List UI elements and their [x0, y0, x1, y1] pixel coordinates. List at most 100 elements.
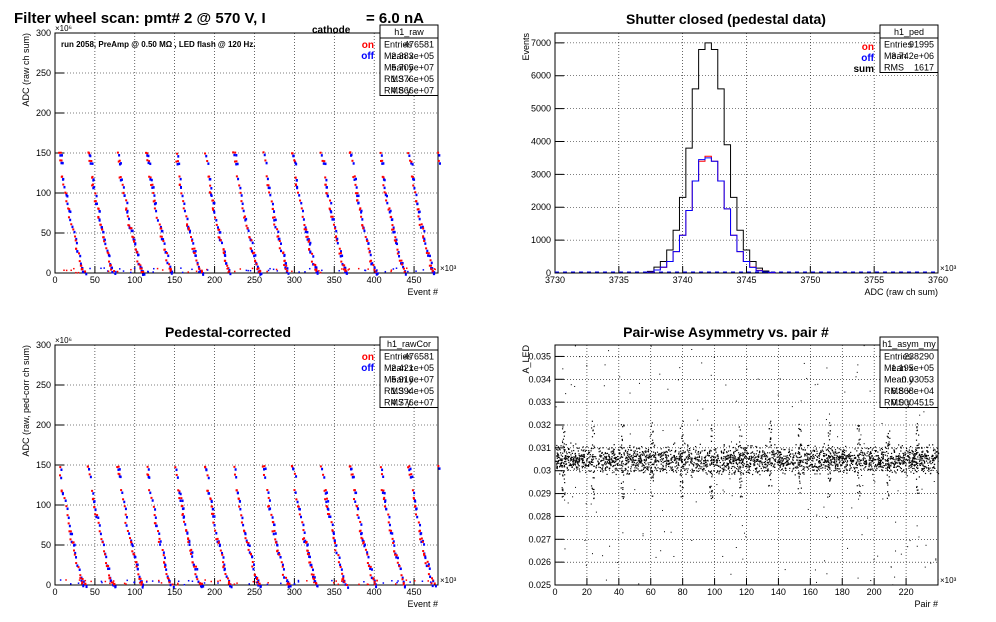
- data-point-on: [221, 553, 224, 556]
- x-tick-label: 3745: [736, 275, 756, 285]
- data-point-on: [422, 550, 425, 553]
- data-point-off: [411, 163, 414, 166]
- asym-outlier: [791, 406, 793, 408]
- data-point-on: [100, 538, 103, 541]
- asym-point-spike: [593, 493, 595, 496]
- asym-point-spike: [652, 477, 654, 479]
- asym-point: [699, 452, 702, 454]
- data-point-off: [130, 229, 133, 233]
- data-point-low: [434, 268, 436, 271]
- asym-outlier: [592, 488, 594, 490]
- asym-point: [689, 461, 692, 463]
- asym-point: [912, 451, 914, 453]
- asym-point: [633, 452, 636, 454]
- asym-point: [764, 452, 766, 454]
- asym-point: [809, 464, 811, 466]
- asym-point: [786, 459, 788, 461]
- asym-point: [890, 456, 892, 458]
- asym-point: [748, 458, 750, 460]
- asym-point: [644, 461, 646, 464]
- asym-point: [568, 448, 570, 450]
- asym-point: [807, 453, 809, 455]
- scatter-points: [58, 464, 441, 589]
- asym-point: [754, 460, 756, 462]
- asym-point: [597, 462, 600, 465]
- asym-point: [827, 455, 830, 457]
- data-point-off: [294, 161, 297, 165]
- asym-point: [735, 443, 738, 445]
- asym-point: [696, 456, 699, 458]
- asym-point-spike: [858, 484, 860, 486]
- asym-point: [780, 456, 782, 458]
- data-point-off: [420, 532, 423, 535]
- data-point-on: [177, 489, 180, 492]
- asym-point: [621, 444, 623, 446]
- asym-point-spike: [888, 494, 890, 496]
- data-point-low: [375, 270, 378, 272]
- asym-point: [746, 457, 748, 459]
- data-point-off: [121, 491, 124, 494]
- data-point-on: [359, 207, 362, 210]
- asym-point-spike: [620, 487, 622, 489]
- data-point-on: [94, 192, 97, 195]
- data-point-off: [123, 500, 126, 504]
- asym-point: [874, 459, 876, 461]
- asym-point: [749, 459, 752, 462]
- data-point-off: [354, 177, 357, 181]
- data-point-off: [133, 555, 136, 558]
- asym-point: [834, 452, 836, 454]
- asym-point: [825, 465, 827, 467]
- asym-point: [837, 465, 839, 467]
- data-point-on: [140, 267, 143, 270]
- asym-point: [734, 459, 736, 461]
- asym-point-spike: [741, 480, 743, 482]
- data-point-on: [420, 223, 423, 226]
- data-point-low: [269, 267, 271, 270]
- stats-row-value: 476581: [404, 40, 434, 50]
- asym-point: [842, 449, 845, 451]
- asym-point: [762, 467, 765, 469]
- asym-point: [787, 463, 789, 466]
- asym-point: [881, 448, 884, 451]
- asym-point: [914, 453, 916, 455]
- asym-point: [636, 454, 639, 456]
- data-point-off: [385, 194, 388, 198]
- asym-point-spike: [828, 439, 831, 441]
- data-point-on: [73, 553, 76, 556]
- asym-point-spike: [915, 433, 917, 435]
- asym-point: [737, 456, 739, 459]
- asym-point: [855, 463, 857, 465]
- asym-point: [603, 463, 606, 465]
- asym-point: [744, 447, 746, 449]
- asym-point: [785, 462, 787, 464]
- asym-point: [829, 456, 832, 458]
- asym-point: [764, 463, 766, 466]
- asym-point: [763, 455, 765, 458]
- asym-point: [611, 456, 613, 458]
- data-point-off: [126, 211, 129, 214]
- asym-point: [617, 455, 619, 458]
- stats-row-label: Entries: [884, 352, 913, 362]
- data-point-low: [341, 580, 343, 582]
- data-point-on: [243, 216, 246, 219]
- asym-point: [718, 471, 720, 473]
- asym-point: [662, 466, 664, 468]
- asym-point-spike: [857, 424, 859, 427]
- data-point-on: [356, 199, 359, 202]
- asym-point-spike: [916, 429, 919, 431]
- asym-point-spike: [621, 471, 624, 473]
- data-point-on: [233, 465, 236, 468]
- asym-point: [710, 462, 713, 464]
- asym-point: [678, 453, 680, 455]
- asym-point: [601, 452, 603, 454]
- asym-point: [610, 462, 612, 464]
- asym-outlier: [828, 413, 830, 415]
- asym-point: [818, 452, 821, 455]
- asym-point: [931, 469, 933, 471]
- data-point-off: [302, 218, 305, 221]
- asym-outlier: [860, 434, 862, 436]
- data-point-on: [422, 227, 425, 230]
- data-point-off: [235, 476, 238, 479]
- data-point-on: [153, 522, 156, 525]
- asym-point-spike: [591, 487, 593, 489]
